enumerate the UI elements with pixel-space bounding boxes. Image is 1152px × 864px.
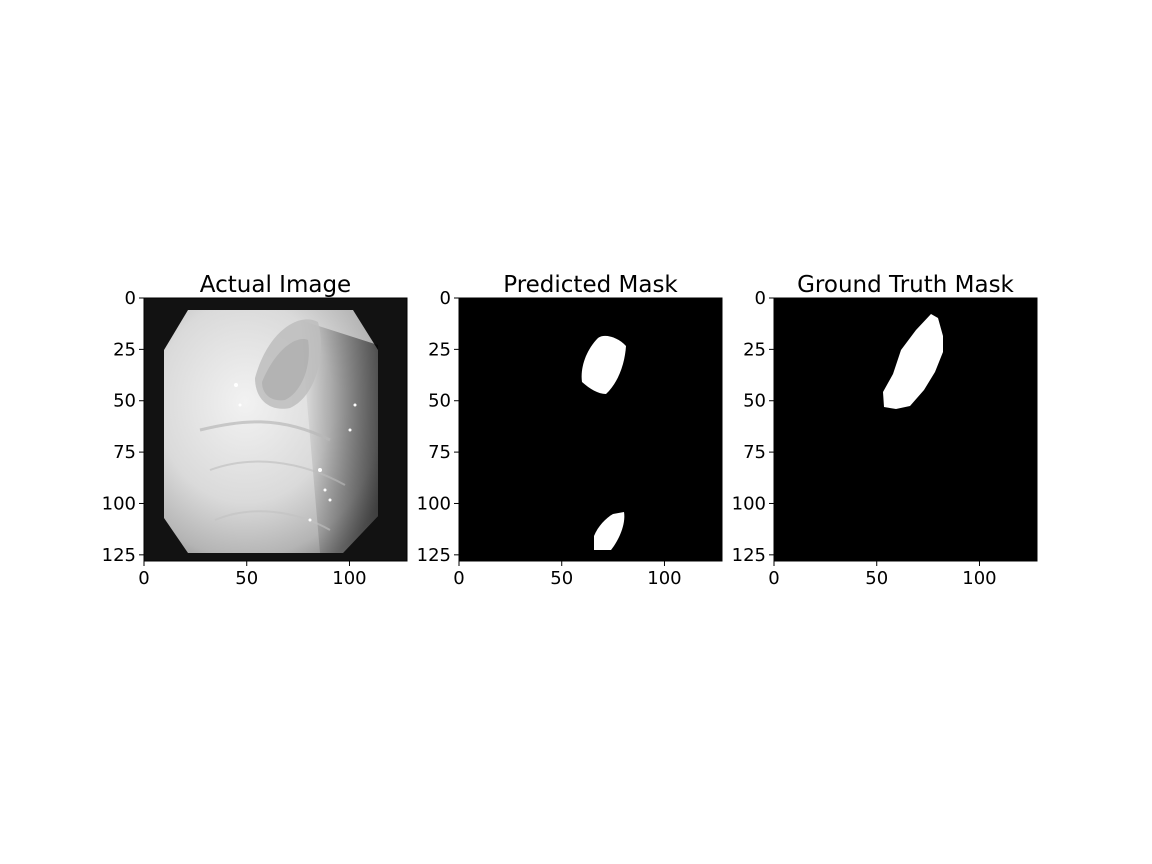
x-ticks: 0 50 100 xyxy=(453,561,682,589)
x-tick-label: 100 xyxy=(332,568,366,589)
x-tick-label: 0 xyxy=(768,568,779,589)
ground-truth-mask-image xyxy=(774,298,1037,561)
axes-frame xyxy=(143,297,408,562)
x-tick-label: 100 xyxy=(647,568,681,589)
x-tick-label: 100 xyxy=(962,568,996,589)
axes-frame xyxy=(773,297,1038,562)
y-tick-label: 100 xyxy=(732,493,766,514)
y-tick-label: 100 xyxy=(102,493,136,514)
y-tick-label: 50 xyxy=(428,391,451,412)
predicted-mask-image xyxy=(459,298,722,561)
y-tick-label: 75 xyxy=(428,442,451,463)
panel-title: Predicted Mask xyxy=(503,272,678,298)
panel-title: Ground Truth Mask xyxy=(797,272,1014,298)
y-tick-label: 0 xyxy=(125,288,136,309)
predicted-region-upper xyxy=(581,335,626,394)
y-tick-label: 0 xyxy=(440,288,451,309)
x-tick-label: 0 xyxy=(138,568,149,589)
panel-predicted-mask: Predicted Mask 0 50 100 0 25 50 75 100 125 xyxy=(417,272,723,589)
y-ticks: 0 25 50 75 100 125 xyxy=(732,288,774,566)
x-tick-label: 0 xyxy=(453,568,464,589)
panel-title: Actual Image xyxy=(200,272,351,298)
endoscopy-photo xyxy=(144,298,407,561)
y-ticks: 0 25 50 75 100 125 xyxy=(102,288,144,566)
y-tick-label: 125 xyxy=(417,545,451,566)
y-tick-label: 50 xyxy=(113,391,136,412)
axes-frame xyxy=(458,297,723,562)
y-tick-label: 100 xyxy=(417,493,451,514)
x-tick-label: 50 xyxy=(550,568,573,589)
y-tick-label: 0 xyxy=(755,288,766,309)
y-tick-label: 75 xyxy=(743,442,766,463)
y-tick-label: 125 xyxy=(732,545,766,566)
y-ticks: 0 25 50 75 100 125 xyxy=(417,288,459,566)
x-tick-label: 50 xyxy=(235,568,258,589)
x-ticks: 0 50 100 xyxy=(768,561,997,589)
y-tick-label: 125 xyxy=(102,545,136,566)
y-tick-label: 25 xyxy=(113,339,136,360)
panel-actual-image: Actual Image 0 50 100 0 25 50 75 100 125 xyxy=(102,272,408,589)
x-tick-label: 50 xyxy=(865,568,888,589)
y-tick-label: 25 xyxy=(743,339,766,360)
y-tick-label: 75 xyxy=(113,442,136,463)
predicted-region-lower xyxy=(594,512,625,550)
x-ticks: 0 50 100 xyxy=(138,561,367,589)
y-tick-label: 25 xyxy=(428,339,451,360)
y-tick-label: 50 xyxy=(743,391,766,412)
ground-truth-region xyxy=(883,314,943,409)
panel-ground-truth-mask: Ground Truth Mask 0 50 100 0 25 50 75 100 125 xyxy=(732,272,1038,589)
